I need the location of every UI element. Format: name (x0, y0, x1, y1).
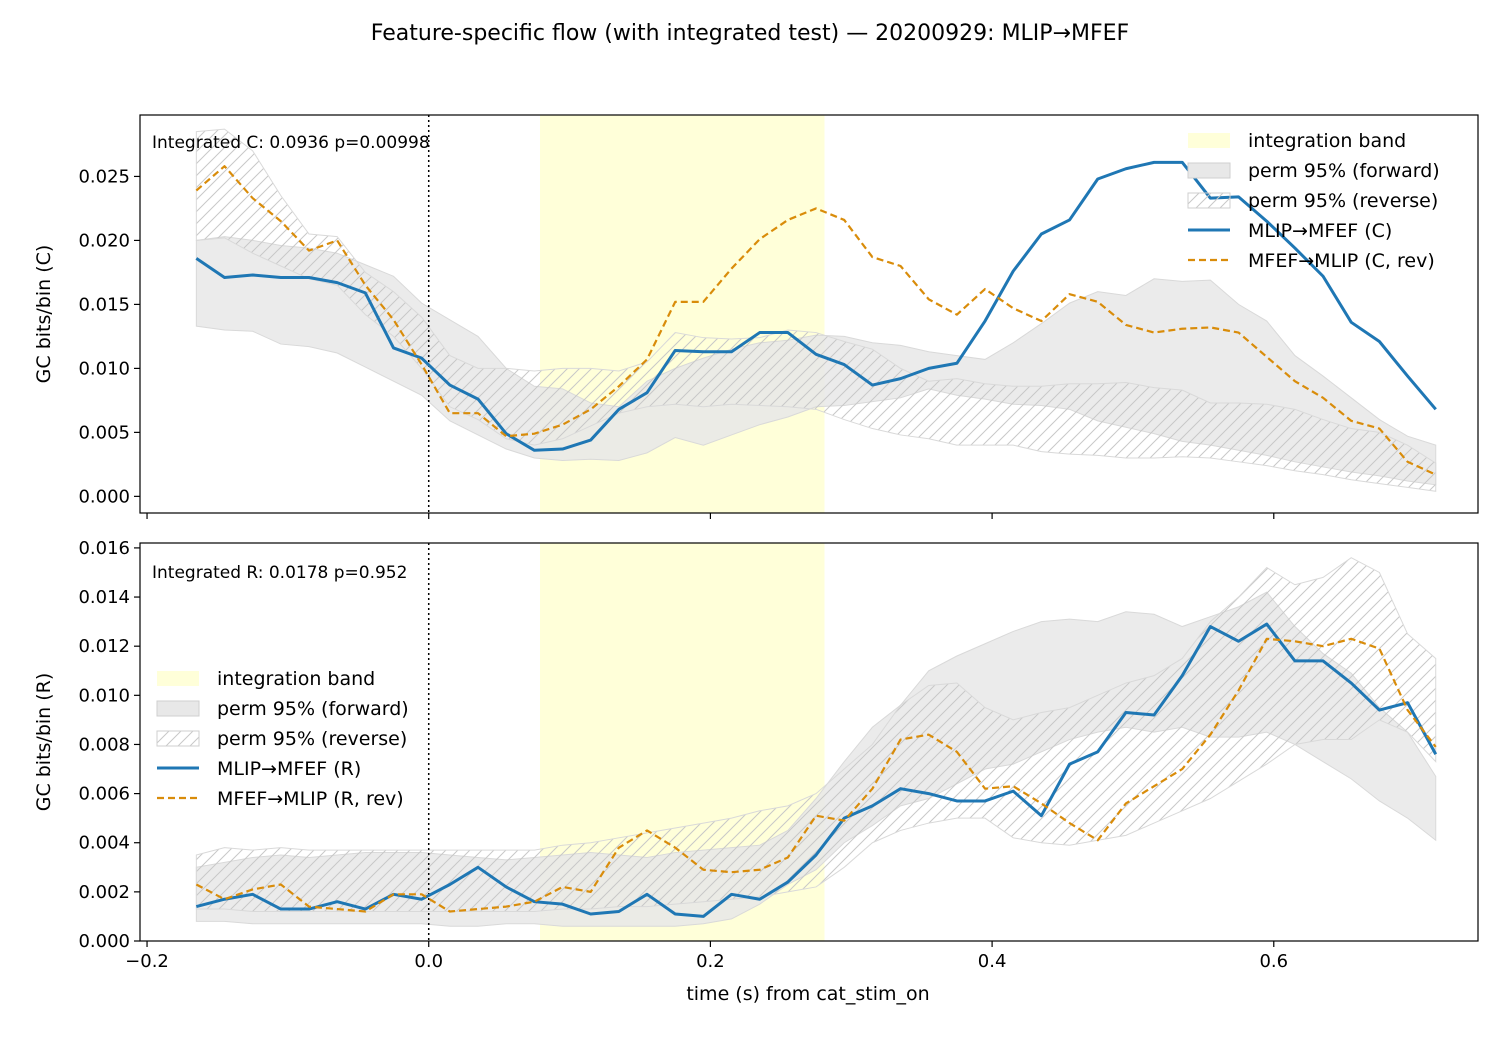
figure-title: Feature-specific flow (with integrated t… (371, 21, 1129, 46)
legend-label: MLIP→MFEF (C) (1248, 220, 1392, 242)
legend-swatch-band (1188, 133, 1230, 148)
series-forward-line (195, 622, 1438, 918)
plot-area (195, 115, 1437, 513)
y-axis-label: GC bits/bin (R) (33, 673, 55, 812)
legend-label: MFEF→MLIP (R, rev) (217, 788, 404, 810)
legend-swatch-perm-reverse (1187, 192, 1231, 209)
legend-label: MFEF→MLIP (C, rev) (1248, 250, 1435, 272)
y-tick-label: 0.000 (78, 931, 130, 952)
y-tick-label: 0.008 (78, 734, 130, 755)
legend-swatch-perm-forward (1187, 162, 1231, 179)
legend-label: perm 95% (reverse) (217, 728, 407, 750)
legend: integration band perm 95% (forward) perm 9… (1187, 130, 1440, 272)
series-reverse-line (195, 165, 1437, 476)
y-tick-label: 0.025 (78, 166, 130, 187)
bottom-panel-plot: 0.000 0.002 0.004 0.006 0.008 0.010 0.012 0.014… (33, 538, 1479, 972)
x-tick-label: 0.6 (1259, 951, 1288, 972)
y-tick-label: 0.016 (78, 538, 130, 559)
legend-swatch-perm-reverse (156, 730, 200, 747)
legend: integration band perm 95% (forward) perm 9… (156, 668, 409, 810)
legend-label: integration band (1248, 130, 1406, 152)
top-panel-plot: 0.000 0.005 0.010 0.015 0.020 0.025 GC bits/bi… (33, 114, 1479, 519)
y-tick-label: 0.004 (78, 833, 130, 854)
y-tick-label: 0.002 (78, 882, 130, 903)
legend-label: integration band (217, 668, 375, 690)
legend-swatch-band (157, 671, 199, 686)
legend-label: perm 95% (forward) (217, 698, 409, 720)
series-reverse-line (195, 637, 1437, 913)
integrated-stat-annotation: Integrated R: 0.0178 p=0.952 (152, 563, 407, 583)
legend-label: perm 95% (forward) (1248, 160, 1440, 182)
legend-label: perm 95% (reverse) (1248, 190, 1438, 212)
x-tick-label: 0.2 (696, 951, 725, 972)
x-tick-label: −0.2 (125, 951, 169, 972)
y-tick-label: 0.000 (78, 486, 130, 507)
y-tick-label: 0.005 (78, 422, 130, 443)
legend-label: MLIP→MFEF (R) (217, 758, 361, 780)
y-tick-label: 0.015 (78, 294, 130, 315)
legend-swatch-perm-forward (156, 700, 200, 717)
integrated-stat-annotation: Integrated C: 0.0936 p=0.00998 (152, 133, 430, 153)
y-tick-label: 0.014 (78, 587, 130, 608)
y-tick-label: 0.010 (78, 685, 130, 706)
x-tick-label: 0.4 (978, 951, 1007, 972)
perm-band-reverse (195, 128, 1437, 492)
axes-frame (139, 542, 1479, 942)
plot-area (195, 543, 1438, 941)
y-axis-label: GC bits/bin (C) (33, 245, 55, 384)
y-tick-label: 0.010 (78, 358, 130, 379)
y-tick-label: 0.020 (78, 230, 130, 251)
x-tick-label: 0.0 (414, 951, 443, 972)
y-tick-label: 0.012 (78, 636, 130, 657)
x-axis-label: time (s) from cat_stim_on (686, 983, 929, 1005)
axes-frame (139, 114, 1479, 514)
perm-band-reverse (195, 557, 1437, 913)
y-tick-label: 0.006 (78, 784, 130, 805)
